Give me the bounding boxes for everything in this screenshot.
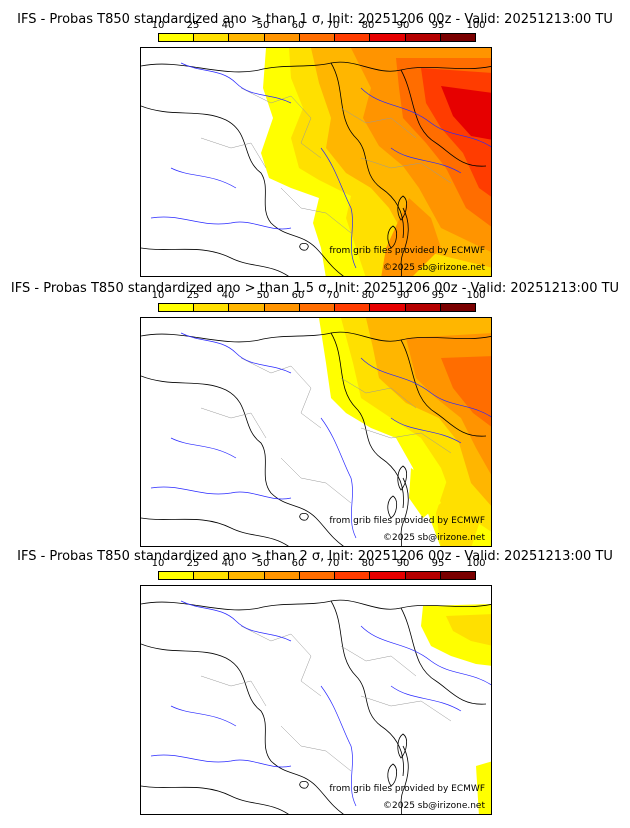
probability-colorbar [158, 303, 476, 312]
colorbar-segment [440, 34, 475, 41]
probability-colorbar [158, 571, 476, 580]
colorbar-labels: 10 25 40 50 60 70 80 90 95 100 [150, 558, 486, 570]
colorbar-tick-label: 40 [221, 20, 235, 31]
colorbar-segment [159, 572, 195, 579]
colorbar-segment [159, 304, 195, 311]
data-source-credit: from grib files provided by ECMWF [329, 246, 485, 256]
colorbar-tick-label: 90 [396, 558, 410, 569]
colorbar-segment [370, 304, 406, 311]
islands [299, 195, 407, 251]
colorbar-tick-label: 90 [396, 290, 410, 301]
probability-shading [261, 48, 491, 276]
colorbar-segment [299, 34, 336, 41]
panel-title: IFS - Probas T850 standardized ano > tha… [17, 549, 613, 564]
copyright-credit: ©2025 sb@irizone.net [383, 533, 485, 543]
islands [299, 733, 407, 789]
panel-title: IFS - Probas T850 standardized ano > tha… [10, 281, 620, 296]
colorbar-segment [335, 304, 371, 311]
copyright-credit: ©2025 sb@irizone.net [383, 263, 485, 273]
map-canvas [141, 599, 491, 814]
data-source-credit: from grib files provided by ECMWF [329, 784, 485, 794]
probability-map: from grib files provided by ECMWF ©2025 … [140, 585, 492, 815]
country-borders [141, 331, 491, 546]
colorbar-tick-label: 25 [186, 558, 200, 569]
map-panel-3: IFS - Probas T850 standardized ano > tha… [0, 538, 630, 818]
colorbar-tick-label: 40 [221, 290, 235, 301]
colorbar-segment [299, 572, 336, 579]
colorbar-tick-label: 60 [291, 290, 305, 301]
colorbar-tick-label: 95 [431, 558, 445, 569]
probability-map: from grib files provided by ECMWF ©2025 … [140, 47, 492, 277]
country-borders [141, 599, 491, 814]
colorbar-segment [440, 572, 475, 579]
colorbar-tick-label: 100 [466, 290, 486, 301]
colorbar-segment [299, 304, 336, 311]
colorbar-segment [264, 304, 300, 311]
colorbar-tick-label: 100 [466, 558, 486, 569]
islands [299, 465, 407, 521]
colorbar-segment [405, 34, 441, 41]
colorbar-segment [159, 34, 195, 41]
colorbar-tick-label: 25 [186, 20, 200, 31]
rivers [150, 600, 491, 807]
map-panel-1: IFS - Probas T850 standardized ano > tha… [0, 0, 630, 280]
colorbar-tick-label: 50 [256, 558, 270, 569]
colorbar-tick-label: 95 [431, 290, 445, 301]
colorbar-segment [335, 34, 371, 41]
colorbar-segment [405, 572, 441, 579]
colorbar-tick-label: 10 [151, 558, 165, 569]
probability-shading [319, 318, 491, 546]
colorbar-tick-label: 10 [151, 20, 165, 31]
regional-borders [200, 357, 452, 504]
colorbar-segment [335, 572, 371, 579]
colorbar-segment [194, 34, 230, 41]
map-canvas [141, 48, 491, 276]
colorbar-segment [229, 34, 265, 41]
copyright-credit: ©2025 sb@irizone.net [383, 801, 485, 811]
colorbar-labels: 10 25 40 50 60 70 80 90 95 100 [150, 20, 486, 32]
data-source-credit: from grib files provided by ECMWF [329, 516, 485, 526]
colorbar-segment [194, 572, 230, 579]
colorbar-segment [370, 34, 406, 41]
map-canvas [141, 318, 491, 546]
colorbar-tick-label: 80 [361, 20, 375, 31]
colorbar-tick-label: 60 [291, 558, 305, 569]
colorbar-segment [229, 572, 265, 579]
colorbar-tick-label: 10 [151, 290, 165, 301]
colorbar-tick-label: 50 [256, 290, 270, 301]
colorbar-tick-label: 80 [361, 558, 375, 569]
colorbar-segment [264, 34, 300, 41]
colorbar-segment [229, 304, 265, 311]
colorbar-segment [405, 304, 441, 311]
probability-shading [421, 604, 491, 814]
colorbar-tick-label: 40 [221, 558, 235, 569]
colorbar-tick-label: 95 [431, 20, 445, 31]
colorbar-tick-label: 50 [256, 20, 270, 31]
colorbar-tick-label: 90 [396, 20, 410, 31]
regional-borders [200, 625, 452, 772]
colorbar-tick-label: 70 [326, 558, 340, 569]
map-panel-2: IFS - Probas T850 standardized ano > tha… [0, 270, 630, 550]
probability-map: from grib files provided by ECMWF ©2025 … [140, 317, 492, 547]
colorbar-tick-label: 70 [326, 290, 340, 301]
colorbar-tick-label: 80 [361, 290, 375, 301]
country-borders [141, 61, 491, 276]
colorbar-segment [264, 572, 300, 579]
colorbar-labels: 10 25 40 50 60 70 80 90 95 100 [150, 290, 486, 302]
colorbar-tick-label: 100 [466, 20, 486, 31]
rivers [150, 332, 491, 539]
colorbar-segment [370, 572, 406, 579]
colorbar-tick-label: 60 [291, 20, 305, 31]
colorbar-tick-label: 70 [326, 20, 340, 31]
colorbar-segment [440, 304, 475, 311]
colorbar-tick-label: 25 [186, 290, 200, 301]
probability-colorbar [158, 33, 476, 42]
colorbar-segment [194, 304, 230, 311]
rivers [150, 62, 491, 269]
regional-borders [200, 87, 452, 234]
panel-title: IFS - Probas T850 standardized ano > tha… [17, 12, 613, 27]
